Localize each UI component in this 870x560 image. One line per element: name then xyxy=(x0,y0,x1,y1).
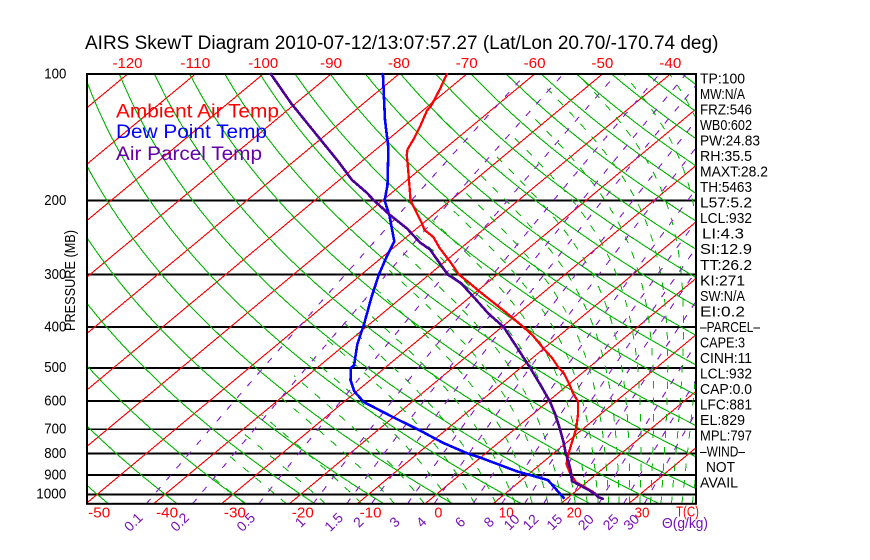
svg-text:EI:0.2: EI:0.2 xyxy=(700,303,745,320)
svg-text:TT:26.2: TT:26.2 xyxy=(700,257,752,274)
svg-text:T(C): T(C) xyxy=(676,504,699,521)
svg-text:FRZ:546: FRZ:546 xyxy=(700,101,752,118)
svg-text:EL:829: EL:829 xyxy=(700,412,745,429)
svg-text:Dew Point Temp: Dew Point Temp xyxy=(116,122,267,143)
svg-text:20: 20 xyxy=(567,505,582,522)
svg-text:AIRS SkewT Diagram 2010-07-12/: AIRS SkewT Diagram 2010-07-12/13:07:57.2… xyxy=(85,33,718,54)
svg-text:PRESSURE (MB): PRESSURE (MB) xyxy=(62,230,79,331)
svg-text:600: 600 xyxy=(44,392,66,409)
svg-text:L57:5.2: L57:5.2 xyxy=(700,195,752,212)
svg-text:10: 10 xyxy=(499,505,514,522)
svg-text:SI:12.9: SI:12.9 xyxy=(700,241,752,258)
svg-text:30: 30 xyxy=(635,505,650,522)
svg-text:-110: -110 xyxy=(180,55,210,72)
svg-text:PW:24.83: PW:24.83 xyxy=(700,133,760,150)
svg-text:CAPE:3: CAPE:3 xyxy=(700,335,745,352)
svg-text:SW:N/A: SW:N/A xyxy=(700,288,745,305)
svg-text:100: 100 xyxy=(44,65,66,82)
svg-text:900: 900 xyxy=(44,466,66,483)
svg-text:800: 800 xyxy=(44,445,66,462)
svg-text:-50: -50 xyxy=(591,55,613,72)
svg-text:MW:N/A: MW:N/A xyxy=(700,86,745,103)
svg-text:LCL:932: LCL:932 xyxy=(700,210,752,227)
svg-text:CINH:11: CINH:11 xyxy=(700,350,752,367)
svg-text:-60: -60 xyxy=(524,55,546,72)
svg-text:LI:4.3: LI:4.3 xyxy=(702,226,744,243)
svg-text:700: 700 xyxy=(44,421,66,438)
svg-text:WB0:602: WB0:602 xyxy=(700,117,752,134)
svg-text:Air Parcel Temp: Air Parcel Temp xyxy=(116,144,262,165)
svg-text:-80: -80 xyxy=(388,55,410,72)
svg-text:LFC:881: LFC:881 xyxy=(700,397,752,414)
svg-text:-50: -50 xyxy=(88,505,110,522)
svg-text:–WIND–: –WIND– xyxy=(700,443,746,460)
svg-text:LCL:932: LCL:932 xyxy=(700,366,752,383)
svg-text:-20: -20 xyxy=(292,505,314,522)
svg-text:-10: -10 xyxy=(360,505,382,522)
svg-text:300: 300 xyxy=(44,266,66,283)
svg-text:-120: -120 xyxy=(113,55,143,72)
svg-text:Ambient Air Temp: Ambient Air Temp xyxy=(116,102,279,123)
svg-text:NOT: NOT xyxy=(706,459,735,476)
svg-text:0: 0 xyxy=(434,505,442,522)
svg-text:AVAIL: AVAIL xyxy=(700,474,738,491)
svg-text:-70: -70 xyxy=(456,55,478,72)
svg-text:200: 200 xyxy=(44,192,66,209)
svg-text:400: 400 xyxy=(44,318,66,335)
svg-text:TH:5463: TH:5463 xyxy=(700,179,752,196)
svg-text:Θ(g/kg): Θ(g/kg) xyxy=(662,515,708,532)
svg-text:1000: 1000 xyxy=(36,486,66,503)
svg-text:-30: -30 xyxy=(224,505,246,522)
svg-text:-40: -40 xyxy=(156,505,178,522)
svg-text:-40: -40 xyxy=(659,55,681,72)
svg-text:CAP:0.0: CAP:0.0 xyxy=(700,381,752,398)
svg-text:TP:100: TP:100 xyxy=(700,70,745,87)
svg-text:KI:271: KI:271 xyxy=(700,272,745,289)
svg-text:RH:35.5: RH:35.5 xyxy=(700,148,752,165)
svg-text:MPL:797: MPL:797 xyxy=(700,428,752,445)
svg-text:500: 500 xyxy=(44,359,66,376)
svg-text:-90: -90 xyxy=(320,55,342,72)
svg-text:-100: -100 xyxy=(248,55,278,72)
svg-text:MAXT:28.2: MAXT:28.2 xyxy=(700,164,768,181)
svg-text:–PARCEL–: –PARCEL– xyxy=(700,319,761,336)
